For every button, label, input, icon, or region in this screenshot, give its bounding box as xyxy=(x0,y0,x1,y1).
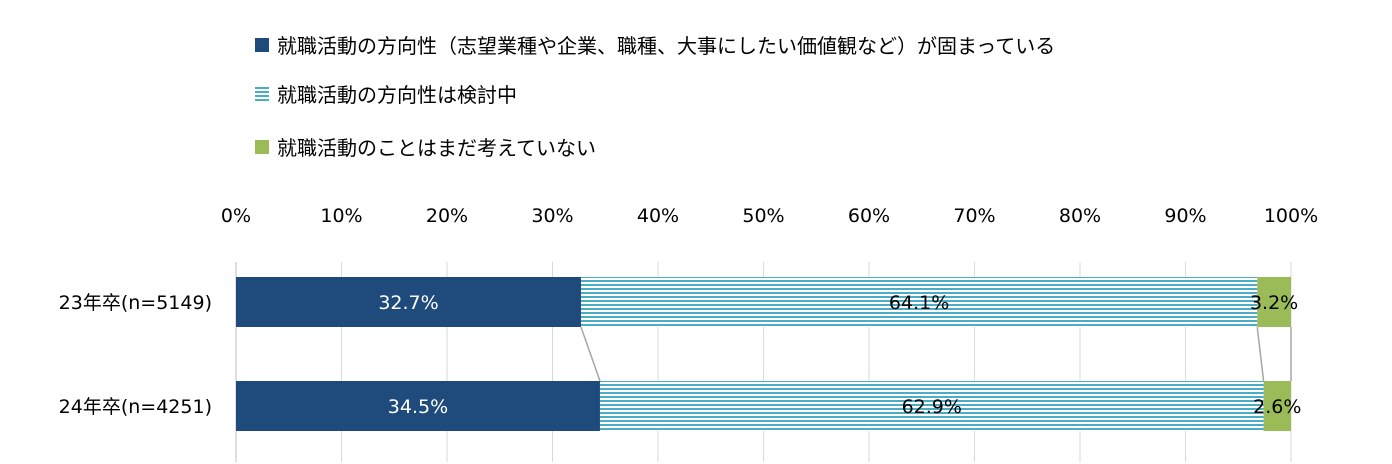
bar-segment xyxy=(236,381,600,431)
bar-segment xyxy=(1263,381,1291,431)
legend-swatch-decided xyxy=(255,37,269,52)
data-label: 64.1% xyxy=(889,292,949,314)
x-tick-label: 20% xyxy=(426,205,468,227)
data-label: 32.7% xyxy=(378,292,438,314)
x-tick-label: 30% xyxy=(531,205,573,227)
x-tick-label: 0% xyxy=(221,205,251,227)
x-tick-label: 70% xyxy=(953,205,995,227)
data-label: 3.2% xyxy=(1250,292,1298,314)
legend-label-decided: 就職活動の方向性（志望業種や企業、職種、大事にしたい価値観など）が固まっている xyxy=(277,34,1056,58)
x-tick-label: 60% xyxy=(848,205,890,227)
legend-item-not-yet: 就職活動のことはまだ考えていない xyxy=(255,132,596,161)
bar-segment xyxy=(236,277,581,327)
legend-item-considering: 就職活動の方向性は検討中 xyxy=(255,79,517,108)
x-tick-label: 50% xyxy=(742,205,784,227)
legend-item-decided: 就職活動の方向性（志望業種や企業、職種、大事にしたい価値観など）が固まっている xyxy=(255,30,1055,59)
data-label: 2.6% xyxy=(1253,396,1301,418)
legend-label-not-yet: 就職活動のことはまだ考えていない xyxy=(277,136,596,160)
data-label: 62.9% xyxy=(902,396,962,418)
legend-swatch-considering xyxy=(255,86,269,101)
series-connector-line xyxy=(1256,326,1265,382)
bar-segment xyxy=(599,381,1264,431)
x-tick-label: 80% xyxy=(1059,205,1101,227)
legend-swatch-not-yet xyxy=(255,139,269,154)
series-connector-line xyxy=(580,326,601,382)
x-tick-label: 100% xyxy=(1264,205,1318,227)
category-label: 23年卒(n=5149) xyxy=(59,292,212,314)
x-tick-label: 10% xyxy=(320,205,362,227)
category-label: 24年卒(n=4251) xyxy=(59,396,212,418)
bar-segment xyxy=(580,277,1258,327)
legend-label-considering: 就職活動の方向性は検討中 xyxy=(277,83,517,107)
x-tick-label: 40% xyxy=(637,205,679,227)
x-tick-label: 90% xyxy=(1164,205,1206,227)
data-label: 34.5% xyxy=(388,396,448,418)
bar-segment xyxy=(1257,277,1291,327)
